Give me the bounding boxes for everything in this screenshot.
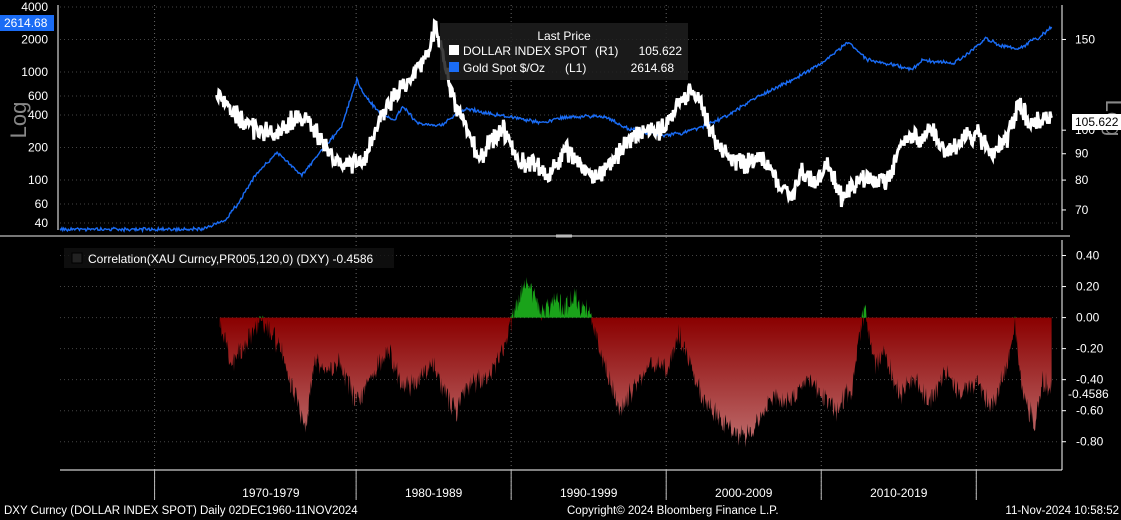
corr-tick-label-2: -0.40 <box>1076 373 1104 387</box>
x-decade-label-0: 1970-1979 <box>242 486 300 500</box>
legend-swatch-gold <box>449 62 459 72</box>
legend-name-dxy: DOLLAR INDEX SPOT <box>463 44 588 58</box>
left-tick-label-6: 1000 <box>21 65 48 79</box>
legend-swatch-dxy <box>449 45 459 55</box>
right-tick-label-4: 150 <box>1075 32 1095 46</box>
footer-security-info: DXY Curncy (DOLLAR INDEX SPOT) Daily 02D… <box>4 505 358 517</box>
gold-last-tag-text: 2614.68 <box>4 16 48 30</box>
correlation-panel: -0.80 -0.60 -0.40 -0.20 0.00 0.20 0.40 Correla… <box>64 248 1109 449</box>
left-tick-label-0: 40 <box>35 216 49 230</box>
correlation-negative-area <box>219 317 1052 448</box>
dxy-series-line <box>215 18 1053 208</box>
corr-tick-label-5: 0.20 <box>1076 280 1100 294</box>
legend: Last Price DOLLAR INDEX SPOT (R1) 105.62… <box>440 23 688 80</box>
correlation-title-box: Correlation(XAU Curncy,PR005,120,0) (DXY… <box>64 248 394 268</box>
left-tick-label-5: 600 <box>28 89 48 103</box>
gold-series-line <box>59 25 1053 234</box>
footer-copyright: Copyright© 2024 Bloomberg Finance L.P. <box>567 505 779 517</box>
left-tick-label-4: 400 <box>28 108 48 122</box>
grid <box>57 5 1063 500</box>
gold-last-value-tag: 2614.68 <box>0 15 54 31</box>
left-tick-label-3: 200 <box>28 140 48 154</box>
right-tick-label-1: 80 <box>1075 173 1089 187</box>
dxy-last-value-tag: 105.622 <box>1072 114 1121 130</box>
correlation-last-tag-text: -0.4586 <box>1068 387 1109 401</box>
corr-tick-label-6: 0.40 <box>1076 249 1100 263</box>
x-decade-label-2: 1990-1999 <box>560 486 618 500</box>
left-axis-ticks: 40 60 100 200 400 600 1000 2000 4000 <box>21 0 48 230</box>
left-tick-label-8: 4000 <box>21 0 48 14</box>
left-tick-label-2: 100 <box>28 173 48 187</box>
gold-line-path <box>59 25 1053 234</box>
legend-axis-gold: (L1) <box>565 61 586 75</box>
price-panel: 40 60 100 200 400 600 1000 2000 4000 70 80 90 100 15… <box>0 0 1121 234</box>
dxy-line-path <box>215 18 1053 208</box>
footer-timestamp: 11-Nov-2024 10:58:52 <box>1005 505 1119 517</box>
x-decade-label-1: 1980-1989 <box>405 486 463 500</box>
right-tick-label-0: 70 <box>1075 203 1089 217</box>
x-decade-label-3: 2000-2009 <box>715 486 773 500</box>
legend-title: Last Price <box>537 29 591 43</box>
corr-tick-label-0: -0.80 <box>1076 435 1104 449</box>
chart-canvas: 40 60 100 200 400 600 1000 2000 4000 70 80 90 100 15… <box>0 0 1121 500</box>
legend-value-dxy: 105.622 <box>639 44 683 58</box>
left-axis-label: Log <box>6 102 31 139</box>
left-tick-label-1: 60 <box>35 197 49 211</box>
left-tick-label-7: 2000 <box>21 33 48 47</box>
right-tick-label-2: 90 <box>1075 147 1089 161</box>
correlation-last-tag: -0.4586 <box>1068 387 1109 401</box>
corr-tick-label-3: -0.20 <box>1076 342 1104 356</box>
corr-tick-label-1: -0.60 <box>1076 404 1104 418</box>
x-axis: 1970-1979 1980-1989 1990-1999 2000-2009 2010… <box>154 470 977 500</box>
legend-name-gold: Gold Spot $/Oz <box>463 61 545 75</box>
dxy-last-tag-text: 105.622 <box>1075 115 1119 129</box>
correlation-axis-ticks: -0.80 -0.60 -0.40 -0.20 0.00 0.20 0.40 <box>1062 249 1104 449</box>
correlation-title: Correlation(XAU Curncy,PR005,120,0) (DXY… <box>88 252 374 266</box>
corr-tick-label-4: 0.00 <box>1076 311 1100 325</box>
correlation-area <box>219 277 1052 448</box>
x-decade-label-4: 2010-2019 <box>870 486 928 500</box>
legend-axis-dxy: (R1) <box>595 44 618 58</box>
legend-value-gold: 2614.68 <box>631 61 675 75</box>
footer-bar: DXY Curncy (DOLLAR INDEX SPOT) Daily 02D… <box>0 503 1121 520</box>
